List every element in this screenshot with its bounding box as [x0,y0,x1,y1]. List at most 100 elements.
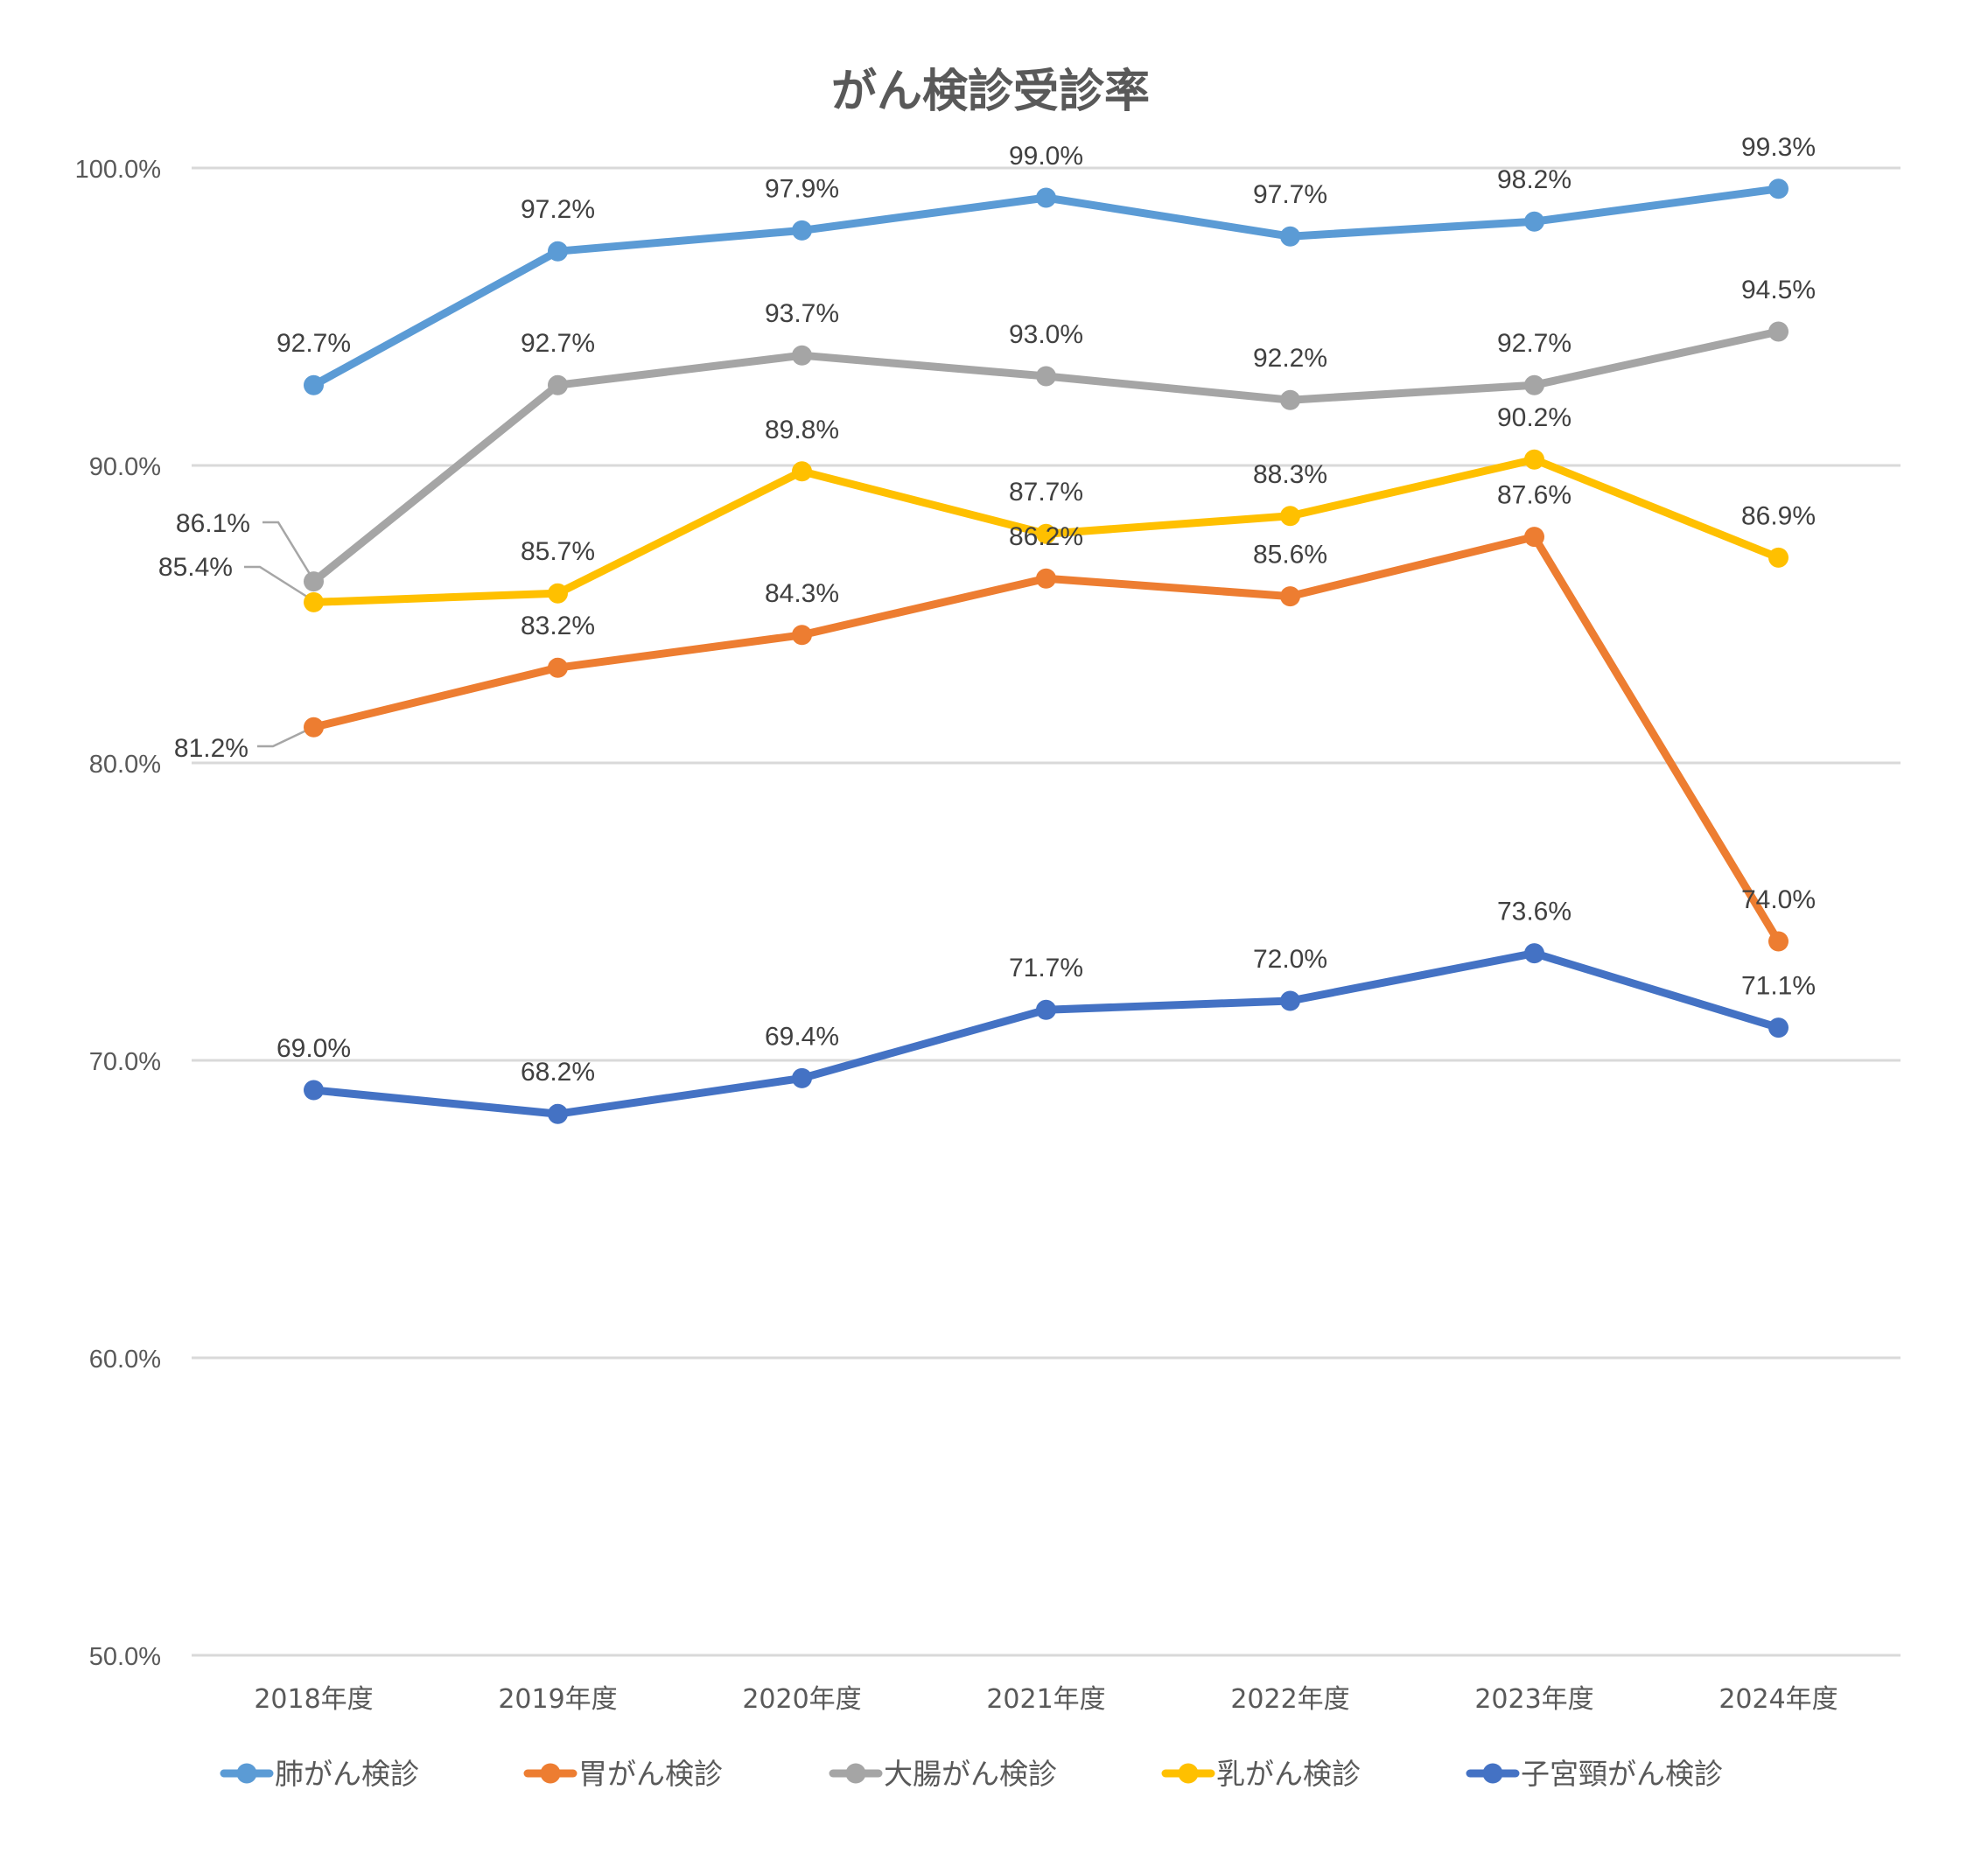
data-label: 85.6% [1253,541,1327,570]
data-label: 86.9% [1741,501,1816,530]
legend-item-1: 肺がん検診 [220,1757,419,1791]
y-axis: 50.0% 60.0% 70.0% 80.0% 90.0% 100.0% [75,156,161,1671]
data-point [1280,990,1300,1011]
data-label: 85.4% [158,553,233,582]
data-point [304,717,324,738]
data-label: 92.2% [1253,344,1327,373]
legend-marker-icon [236,1763,257,1784]
x-axis: 2018年度 2019年度 2020年度 2021年度 2022年度 2023年度 2024… [254,1684,1838,1715]
data-label: 97.9% [765,174,839,203]
legend-label: 乳がん検診 [1216,1757,1361,1791]
data-label: 71.7% [1009,954,1083,982]
data-point [1036,568,1056,589]
data-point [548,241,568,262]
series-2 [304,527,1788,952]
data-point [1524,374,1544,395]
data-label: 86.1% [176,509,250,538]
data-point [792,220,812,241]
data-label: 69.4% [765,1022,839,1051]
data-point [304,571,324,592]
legend-marker-icon [845,1763,866,1784]
data-point [1524,211,1544,232]
data-label: 83.2% [521,612,595,640]
gridlines [192,166,1900,1657]
data-point [548,657,568,678]
data-point [1768,931,1788,952]
y-tick-label: 60.0% [89,1346,161,1374]
legend: 肺がん検診 胃がん検診 大腸がん検診 乳がん検診 子宮頸がん検診 [220,1757,1723,1791]
leader-line [244,565,311,600]
data-point [1036,523,1056,544]
x-tick-label: 2019年度 [498,1684,617,1715]
data-label: 85.7% [521,537,595,566]
data-point [792,1067,812,1088]
x-tick-label: 2020年度 [742,1684,861,1715]
data-label: 68.2% [521,1058,595,1087]
data-label: 93.0% [1009,320,1083,349]
series-3 [304,321,1788,592]
legend-label: 肺がん検診 [275,1757,419,1791]
data-point [1036,999,1056,1020]
data-point [792,345,812,366]
data-label: 72.0% [1253,945,1327,974]
x-tick-label: 2024年度 [1718,1684,1838,1715]
data-point [304,591,324,612]
data-point [792,625,812,646]
data-label: 92.7% [276,329,351,358]
legend-item-5: 子宮頸がん検診 [1466,1757,1723,1791]
data-label: 69.0% [276,1034,351,1063]
leader-line [257,728,309,748]
data-point [1768,321,1788,342]
y-tick-label: 100.0% [75,156,161,184]
data-point [304,1080,324,1101]
chart-title: がん検診受診率 [831,66,1150,118]
data-label: 81.2% [174,734,248,763]
legend-label: 胃がん検診 [578,1757,723,1791]
data-label: 84.3% [765,579,839,608]
data-label: 87.7% [1009,478,1083,507]
legend-marker-icon [1178,1763,1199,1784]
data-point [1524,527,1544,548]
legend-label: 大腸がん検診 [884,1757,1057,1791]
series-1 [304,178,1788,395]
data-label: 97.7% [1253,180,1327,209]
data-point [1280,226,1300,247]
data-point [548,1103,568,1124]
data-label: 90.2% [1497,403,1572,432]
label-leader-lines [244,521,312,748]
x-tick-label: 2021年度 [986,1684,1105,1715]
data-label: 93.7% [765,299,839,328]
data-label: 71.1% [1741,972,1816,1001]
series-5 [304,943,1788,1124]
data-point [548,374,568,395]
series-4 [304,449,1788,612]
y-tick-label: 80.0% [89,751,161,779]
data-label: 98.2% [1497,165,1572,194]
data-point [1036,187,1056,208]
data-point [1524,943,1544,964]
y-tick-label: 50.0% [89,1643,161,1671]
data-label: 99.3% [1741,133,1816,162]
data-point [304,374,324,395]
legend-item-4: 乳がん検診 [1161,1757,1361,1791]
data-label: 86.2% [1009,522,1083,551]
data-point [1768,1017,1788,1038]
data-point [1768,178,1788,199]
series [304,178,1788,1124]
leader-line [262,521,312,575]
legend-marker-icon [540,1763,561,1784]
data-point [1036,366,1056,387]
x-tick-label: 2018年度 [254,1684,373,1715]
y-tick-label: 90.0% [89,453,161,481]
legend-item-3: 大腸がん検診 [829,1757,1057,1791]
data-point [1280,389,1300,410]
legend-marker-icon [1482,1763,1503,1784]
data-label: 94.5% [1741,276,1816,304]
legend-label: 子宮頸がん検診 [1521,1757,1723,1791]
x-tick-label: 2023年度 [1474,1684,1593,1715]
data-point [792,461,812,482]
data-label: 87.6% [1497,481,1572,510]
data-label: 97.2% [521,195,595,224]
